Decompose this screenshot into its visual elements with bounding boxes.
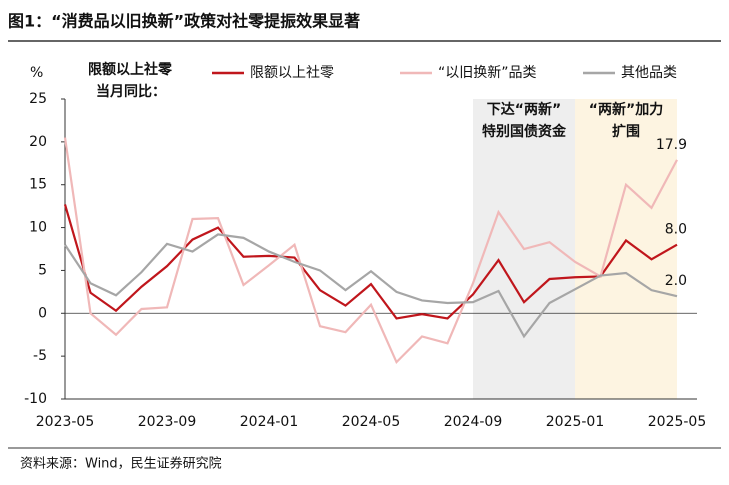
series-line xyxy=(63,137,678,365)
y-tick-label: 5 xyxy=(38,262,47,278)
y-tick-label: 15 xyxy=(29,177,47,193)
data-label: 8.0 xyxy=(665,222,687,238)
y-tick-label: 25 xyxy=(29,91,47,107)
chart-title: 图1：“消费品以旧换新”政策对社零提振效果显著 xyxy=(8,12,360,31)
y-tick-label: -5 xyxy=(33,348,47,364)
source: 资料来源：Wind，民生证券研究院 xyxy=(20,456,222,472)
highlight-band xyxy=(575,99,677,399)
band-label: 下达“两新” xyxy=(487,101,561,118)
x-tick-label: 2025-01 xyxy=(546,414,605,430)
band-label: 特别国债资金 xyxy=(482,123,567,140)
series-line xyxy=(64,233,678,339)
y-tick-label: -10 xyxy=(24,391,47,407)
x-tick-label: 2024-01 xyxy=(240,414,299,430)
y-tick-label: 20 xyxy=(29,134,47,150)
legend-label: 限额以上社零 xyxy=(250,65,334,81)
x-tick-label: 2023-05 xyxy=(36,414,95,430)
y-tick-label: 0 xyxy=(38,305,47,321)
y-unit: % xyxy=(30,65,43,81)
note: 限额以上社零 xyxy=(88,61,173,78)
data-label: 17.9 xyxy=(656,137,687,153)
y-tick-label: 10 xyxy=(29,220,47,236)
band-label: 扩围 xyxy=(612,123,640,140)
note: 当月同比： xyxy=(96,83,166,100)
x-tick-label: 2023-09 xyxy=(138,414,197,430)
x-tick-label: 2025-05 xyxy=(648,414,707,430)
data-label: 2.0 xyxy=(665,273,687,289)
band-label: “两新”加力 xyxy=(589,101,663,118)
series-line xyxy=(63,204,678,320)
legend-label: “以旧换新”品类 xyxy=(438,64,537,81)
x-tick-label: 2024-05 xyxy=(342,414,401,430)
legend-label: 其他品类 xyxy=(621,65,677,81)
x-tick-label: 2024-09 xyxy=(444,414,503,430)
